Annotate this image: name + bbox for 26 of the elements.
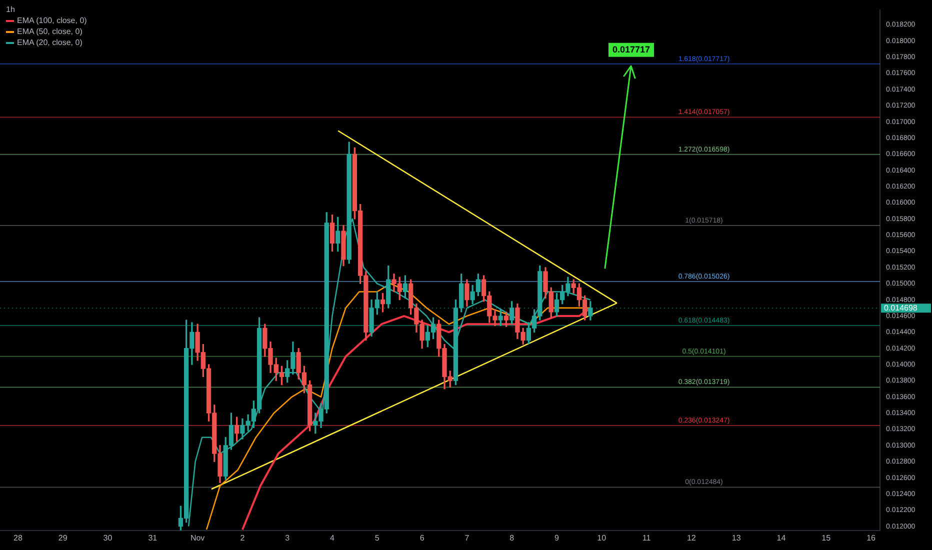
x-tick-label: 14 — [776, 533, 786, 542]
x-tick-label: Nov — [190, 533, 205, 542]
x-tick-label: 16 — [866, 533, 876, 542]
x-tick-label: 30 — [103, 533, 113, 542]
chart-title: 1h — [6, 4, 16, 15]
legend-label: EMA (20, close, 0) — [17, 37, 82, 48]
x-tick-label: 15 — [822, 533, 832, 542]
x-tick-label: 11 — [642, 533, 652, 542]
x-tick-label: 29 — [58, 533, 68, 542]
x-tick-label: 31 — [148, 533, 158, 542]
x-tick-label: 10 — [597, 533, 607, 542]
x-tick-label: 28 — [14, 533, 23, 542]
x-tick-label: 5 — [374, 533, 380, 542]
x-tick-label: 4 — [330, 533, 336, 542]
x-tick-label: 12 — [686, 533, 696, 542]
x-tick-label: 2 — [240, 533, 246, 542]
ref-line-label: 0.014698 — [884, 303, 918, 312]
x-tick-label: 3 — [285, 533, 290, 542]
x-tick-label: 9 — [554, 533, 560, 542]
x-tick-label: 6 — [420, 533, 425, 542]
legend-label: EMA (100, close, 0) — [17, 15, 87, 26]
annotation: 0.017717 — [612, 44, 650, 54]
x-tick-label: 7 — [464, 533, 470, 542]
x-tick-label: 8 — [510, 533, 515, 542]
x-tick-label: 13 — [732, 533, 742, 542]
legend-label: EMA (50, close, 0) — [17, 26, 82, 37]
